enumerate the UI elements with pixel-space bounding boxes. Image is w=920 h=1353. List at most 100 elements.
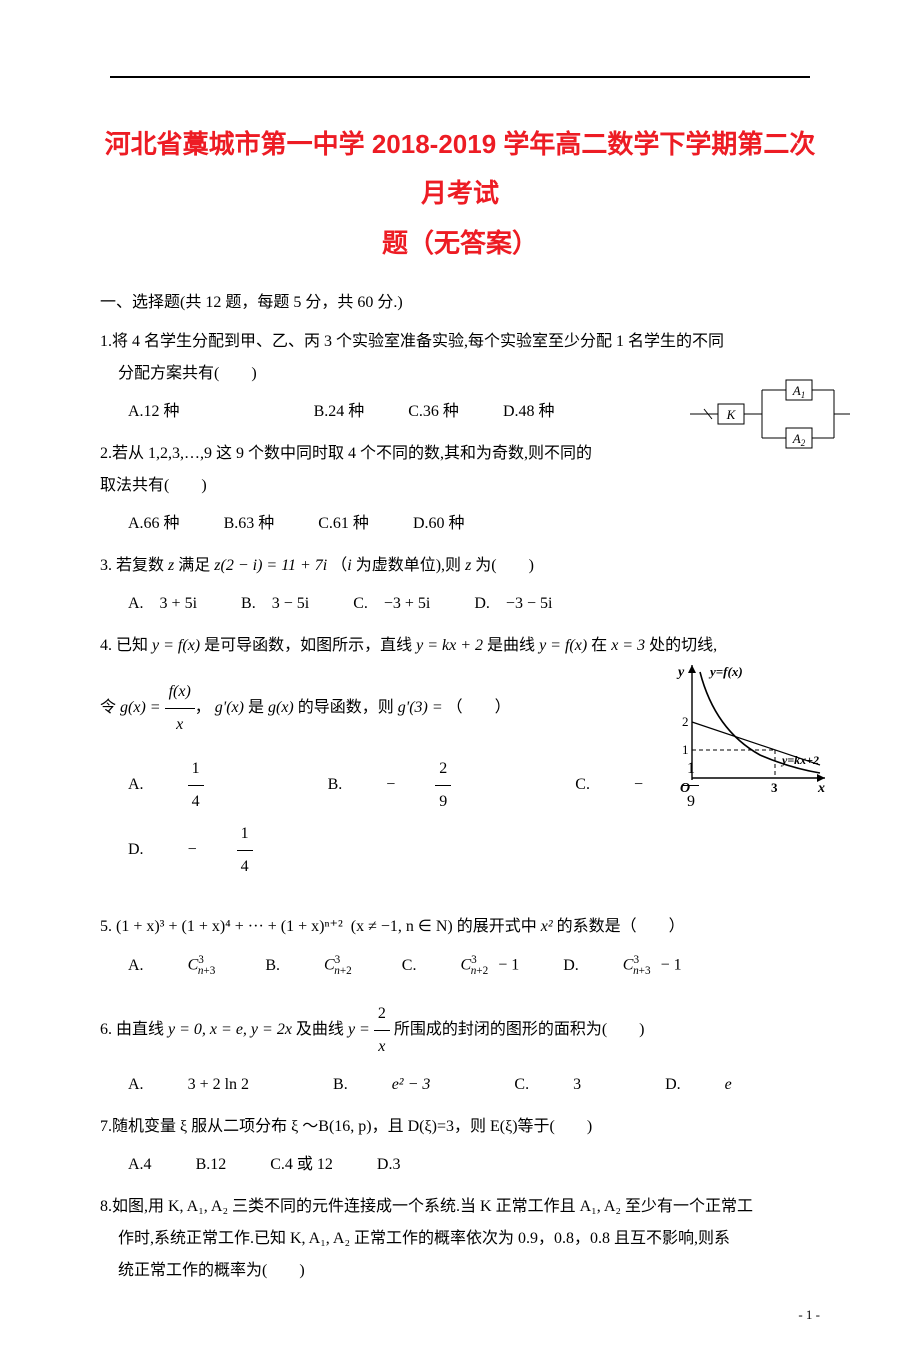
q4-optC-sign: − — [634, 769, 643, 801]
q1-optD: D.48 种 — [503, 396, 555, 428]
q4-optC-lbl: C. — [575, 769, 590, 801]
q5-cond: (x ≠ −1, n ∈ N) — [351, 918, 453, 935]
q4-optA-num: 1 — [188, 753, 204, 786]
q1-optA: A.12 种 — [128, 396, 180, 428]
q3-mid3: 为虚数单位),则 — [352, 557, 465, 574]
q3-optB: B. 3 − 5i — [241, 588, 309, 620]
q5-optD: D. C3n+3 − 1 — [563, 949, 681, 982]
q6-frac-den: x — [374, 1031, 390, 1063]
q8-l1: 8.如图,用 K, A₁, A₂ 三类不同的元件连接成一个系统.当 K 正常工作… — [100, 1198, 753, 1215]
q3-optD: D. −3 − 5i — [474, 588, 552, 620]
q6-optA: A. 3 + 2 ln 2 — [128, 1069, 289, 1101]
q4-optD: D. − 1 4 — [128, 818, 333, 883]
circuit-K-label: K — [726, 407, 737, 422]
q6-options: A. 3 + 2 ln 2 B. e² − 3 C. 3 D. e — [100, 1069, 820, 1101]
q6-m1: y = 0, x = e, y = 2x — [168, 1021, 292, 1038]
q3-post: 为( ) — [471, 557, 534, 574]
q4-gx2: g(x) — [268, 699, 294, 716]
q6-yeq: y = — [348, 1021, 374, 1038]
q4-optA-lbl: A. — [128, 769, 144, 801]
q8-l3: 统正常工作的概率为( ) — [100, 1262, 305, 1279]
q7-optD: D.3 — [377, 1149, 401, 1181]
q4-optD-lbl: D. — [128, 834, 144, 866]
document-title: 河北省藁城市第一中学 2018-2019 学年高二数学下学期第二次月考试 题（无… — [100, 120, 820, 268]
q4-gpx: g'(x) — [215, 699, 244, 716]
q4-frac: f(x)x — [165, 676, 195, 741]
q4-optB-num: 2 — [435, 753, 451, 786]
q6-frac: 2x — [374, 998, 390, 1063]
page-number: - 1 - — [798, 1307, 820, 1323]
q1-text-l2: 分配方案共有( ) — [100, 365, 257, 382]
q4-optA-den: 4 — [188, 786, 204, 818]
q3-options: A. 3 + 5i B. 3 − 5i C. −3 + 5i D. −3 − 5… — [100, 588, 820, 620]
q6-optB-lbl: B. — [333, 1069, 348, 1101]
q2-optD: D.60 种 — [413, 508, 465, 540]
question-7: 7.随机变量 ξ 服从二项分布 ξ ～B(16, p)，且 D(ξ)=3，则 E… — [100, 1111, 820, 1143]
q5-options: A. C3n+3 B. C3n+2 C. C3n+2 − 1 D. C3n+3 … — [100, 949, 820, 982]
q5-post: 的系数是（ ） — [553, 918, 685, 935]
q4-gp3: g'(3) = — [398, 699, 447, 716]
graph-origin: O — [680, 781, 690, 796]
q2-optC: C.61 种 — [318, 508, 369, 540]
q4-pre: 4. 已知 — [100, 637, 152, 654]
q2-l2: 取法共有( ) — [100, 477, 207, 494]
q6-optC-lbl: C. — [514, 1069, 529, 1101]
q1-optC: C.36 种 — [408, 396, 459, 428]
q6-frac-num: 2 — [374, 998, 390, 1031]
graph-xtick3: 3 — [771, 780, 778, 795]
question-6: 6. 由直线 y = 0, x = e, y = 2x 及曲线 y = 2x 所… — [100, 998, 820, 1063]
question-4: 4. 已知 y = f(x) 是可导函数，如图所示，直线 y = kx + 2 … — [100, 630, 820, 662]
q4-optD-den: 4 — [237, 851, 253, 883]
q4-optD-sign: − — [188, 834, 197, 866]
q4-mid2: 是曲线 — [483, 637, 539, 654]
graph-ytick1: 1 — [682, 742, 689, 757]
q5-optA: A. C3n+3 — [128, 949, 221, 982]
q2-optB: B.63 种 — [224, 508, 275, 540]
q5-math: (1 + x)³ + (1 + x)⁴ + ··· + (1 + x)ⁿ⁺² — [116, 918, 343, 935]
q5-optC: C. C3n+2 − 1 — [402, 949, 519, 982]
q6-optB-val: e² − 3 — [392, 1069, 431, 1101]
question-1: 1.将 4 名学生分配到甲、乙、丙 3 个实验室准备实验,每个实验室至少分配 1… — [100, 326, 820, 390]
q3-mid1: 满足 — [174, 557, 214, 574]
q6-optC-val: 3 — [573, 1069, 581, 1101]
q5-pre: 5. — [100, 918, 116, 935]
q4-m4: x = 3 — [611, 637, 645, 654]
q4-optB-sign: − — [386, 769, 395, 801]
q5-x2: x² — [541, 918, 553, 935]
q6-optD-val: e — [725, 1069, 732, 1101]
q4-optB-lbl: B. — [328, 769, 343, 801]
q3-optC: C. −3 + 5i — [353, 588, 430, 620]
q6-post: 所围成的封闭的图形的面积为( ) — [390, 1021, 645, 1038]
q3-eq: z(2 − i) = 11 + 7i — [214, 557, 327, 574]
question-5: 5. (1 + x)³ + (1 + x)⁴ + ··· + (1 + x)ⁿ⁺… — [100, 911, 820, 943]
q2-optA: A.66 种 — [128, 508, 180, 540]
q5-optB-lbl: B. — [265, 950, 280, 982]
title-line2: 题（无答案） — [382, 228, 538, 258]
q4-frac-num: f(x) — [165, 676, 195, 709]
q7-optA: A.4 — [128, 1149, 152, 1181]
q8-l2: 作时,系统正常工作.已知 K, A₁, A₂ 正常工作的概率依次为 0.9，0.… — [100, 1230, 730, 1247]
q6-optA-val: 3 + 2 ln 2 — [188, 1069, 249, 1101]
q6-optD-lbl: D. — [665, 1069, 681, 1101]
q4-l2-post: （ ） — [447, 699, 511, 716]
q5-optA-lbl: A. — [128, 950, 144, 982]
q4-l2-pre: 令 — [100, 699, 120, 716]
graph-x-label: x — [817, 781, 825, 796]
q3-pre: 3. 若复数 — [100, 557, 168, 574]
q5-optD-lbl: D. — [563, 950, 579, 982]
q4-optB: B. − 2 9 — [328, 753, 532, 818]
title-line1: 河北省藁城市第一中学 2018-2019 学年高二数学下学期第二次月考试 — [105, 129, 816, 208]
q4-optB-den: 9 — [435, 786, 451, 818]
q7-optB: B.12 — [196, 1149, 227, 1181]
top-rule — [110, 76, 810, 78]
q1-optB: B.24 种 — [314, 396, 365, 428]
q3-optA: A. 3 + 5i — [128, 588, 197, 620]
q4-mid1: 是可导函数，如图所示，直线 — [200, 637, 416, 654]
graph-line-label: y=kx+2 — [780, 753, 819, 767]
q7-options: A.4 B.12 C.4 或 12 D.3 — [100, 1149, 820, 1181]
q2-l1: 2.若从 1,2,3,…,9 这 9 个数中同时取 4 个不同的数,其和为奇数,… — [100, 445, 592, 462]
q4-post: 处的切线, — [645, 637, 717, 654]
q7-text: 7.随机变量 ξ 服从二项分布 ξ ～B(16, p)，且 D(ξ)=3，则 E… — [100, 1118, 592, 1135]
q4-optA: A. 1 4 — [128, 753, 284, 818]
question-4-line2: 令 g(x) = f(x)x， g'(x) 是 g(x) 的导函数，则 g'(3… — [100, 676, 820, 741]
